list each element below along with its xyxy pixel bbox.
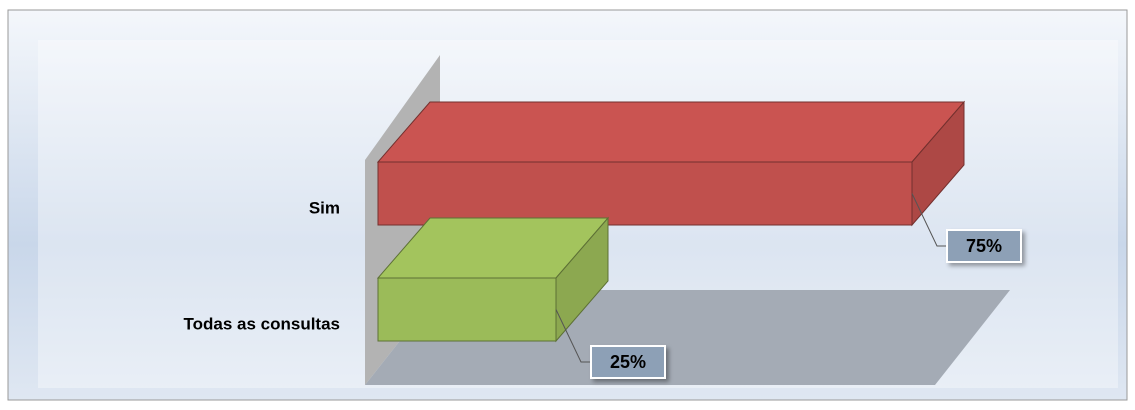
- bar-3d: [376, 100, 966, 227]
- category-label: Sim: [309, 199, 340, 218]
- data-label-box: [590, 345, 666, 379]
- data-label: 75%: [966, 236, 1002, 256]
- bar-3d: [376, 216, 610, 343]
- data-label-box: [946, 229, 1022, 263]
- bar-top: [376, 101, 966, 163]
- data-label: 25%: [610, 352, 646, 372]
- bar: [377, 277, 557, 342]
- leader-line: [555, 309, 591, 363]
- category-label: Todas as consultas: [183, 315, 340, 334]
- bar: [377, 161, 913, 226]
- leader-line: [911, 193, 947, 247]
